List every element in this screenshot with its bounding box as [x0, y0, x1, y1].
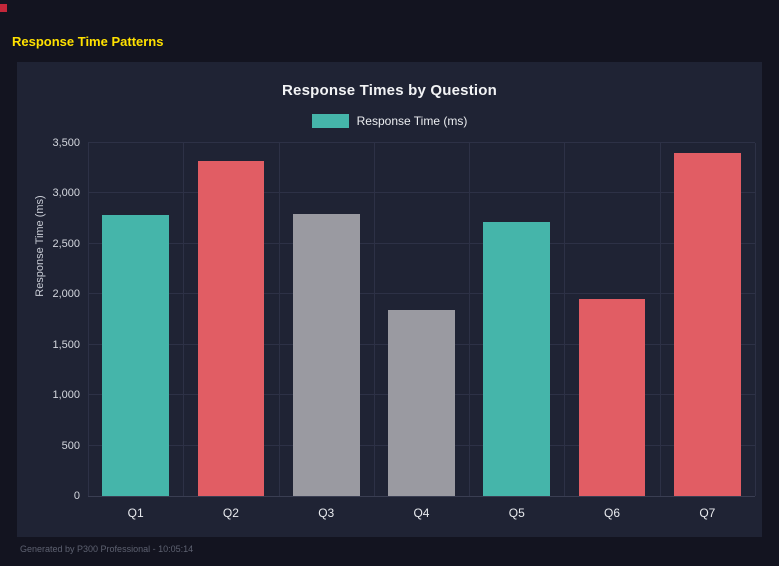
y-tick-label: 2,500: [52, 237, 80, 250]
legend-swatch: [311, 114, 349, 128]
v-gridline: [755, 143, 756, 496]
x-tick-label: Q3: [318, 506, 335, 520]
corner-marker: [0, 4, 7, 12]
x-tick-label: Q1: [127, 506, 144, 520]
v-gridline: [564, 143, 566, 496]
y-tick-label: 3,000: [52, 187, 80, 200]
h-gridline: [88, 242, 755, 244]
v-gridline: [659, 143, 661, 496]
legend-label: Response Time (ms): [356, 114, 468, 128]
x-tick-label: Q5: [508, 506, 525, 520]
bar-q4[interactable]: [388, 310, 455, 496]
x-tick-label: Q4: [413, 506, 430, 520]
bar-q5[interactable]: [483, 221, 551, 496]
x-tick-label: Q7: [699, 506, 716, 520]
v-gridline: [278, 143, 280, 496]
h-gridline: [88, 293, 755, 295]
bar-q7[interactable]: [674, 153, 741, 496]
bar-q3[interactable]: [292, 213, 360, 496]
v-gridline: [373, 143, 375, 496]
v-gridline: [469, 143, 471, 496]
bar-q1[interactable]: [102, 214, 169, 496]
y-tick-label: 0: [73, 490, 80, 502]
y-tick-label: 3,500: [52, 137, 80, 149]
h-gridline: [88, 192, 755, 194]
footer-text: Generated by P300 Professional - 10:05:1…: [20, 544, 194, 554]
v-gridline: [88, 143, 89, 496]
y-tick-label: 1,000: [52, 389, 80, 402]
page-title: Response Time Patterns: [12, 34, 164, 49]
x-tick-label: Q2: [222, 506, 239, 520]
chart-panel: Response Times by Question Response Time…: [17, 62, 762, 537]
bar-q6[interactable]: [578, 299, 646, 496]
chart-title: Response Times by Question: [282, 82, 497, 99]
y-tick-label: 1,500: [52, 338, 80, 351]
y-tick-label: 2,000: [52, 288, 80, 301]
x-tick-label: Q6: [604, 506, 621, 520]
v-gridline: [183, 143, 185, 496]
y-tick-label: 500: [61, 439, 80, 452]
h-gridline: [88, 142, 755, 143]
legend[interactable]: Response Time (ms): [17, 114, 762, 128]
plot-area: [88, 142, 756, 497]
bar-q2[interactable]: [197, 161, 265, 496]
